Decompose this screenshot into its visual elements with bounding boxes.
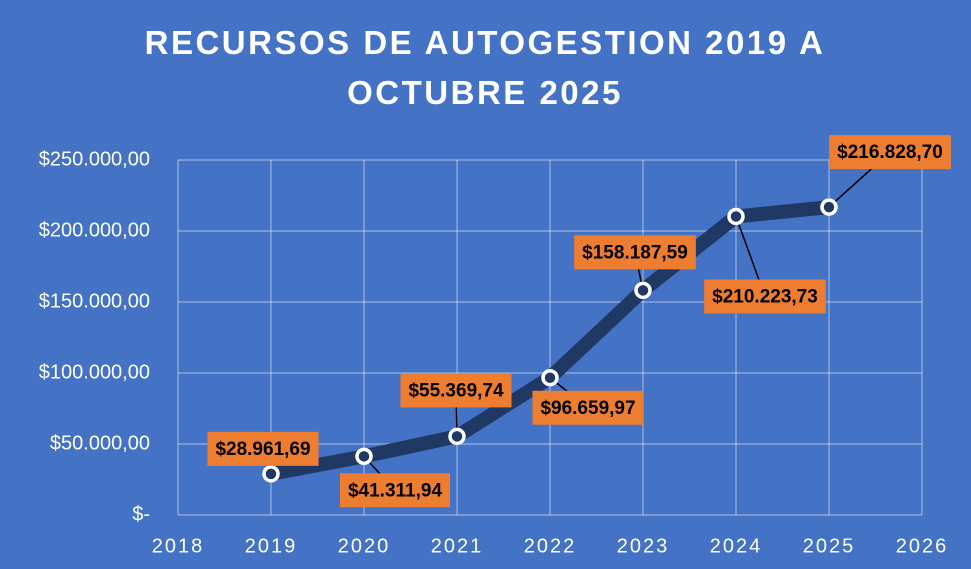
marker [355,447,373,466]
data-label-box [207,431,319,466]
x-tick-label: 2022 [524,535,577,557]
marker [448,427,466,446]
data-label: $210.223,73 [712,286,818,307]
x-tick-label: 2026 [896,535,949,557]
x-tick-label: 2023 [617,535,670,557]
data-label: $216.828,70 [837,142,943,163]
y-tick-label: $- [132,503,150,525]
marker [541,368,559,387]
y-tick-label: $100.000,00 [39,361,150,383]
y-tick-label: $150.000,00 [39,290,150,312]
data-label: $158.187,59 [582,242,688,263]
data-label: $55.369,74 [408,380,504,401]
data-label: $96.659,97 [540,398,635,419]
data-label: $28.961,69 [215,439,310,460]
marker [727,207,745,226]
x-tick-label: 2018 [152,535,205,557]
x-tick-label: 2024 [710,535,763,557]
marker [262,465,280,483]
data-label-box [704,279,826,314]
chart-title: RECURSOS DE AUTOGESTION 2019 A OCTUBRE 2… [144,24,826,111]
x-tick-label: 2021 [431,535,484,557]
y-tick-label: $50.000,00 [50,432,150,454]
data-label-box [339,473,451,508]
marker [634,281,652,300]
data-label-box [829,135,951,170]
x-tick-label: 2019 [245,535,298,557]
data-label-box [532,390,644,425]
data-label: $41.311,94 [348,480,442,501]
data-label-box [400,373,512,408]
marker [820,198,838,216]
x-tick-label: 2025 [803,535,856,557]
data-label-box [574,235,696,270]
y-tick-label: $250.000,00 [39,148,150,170]
x-tick-label: 2020 [338,535,391,557]
y-tick-label: $200.000,00 [39,219,150,241]
